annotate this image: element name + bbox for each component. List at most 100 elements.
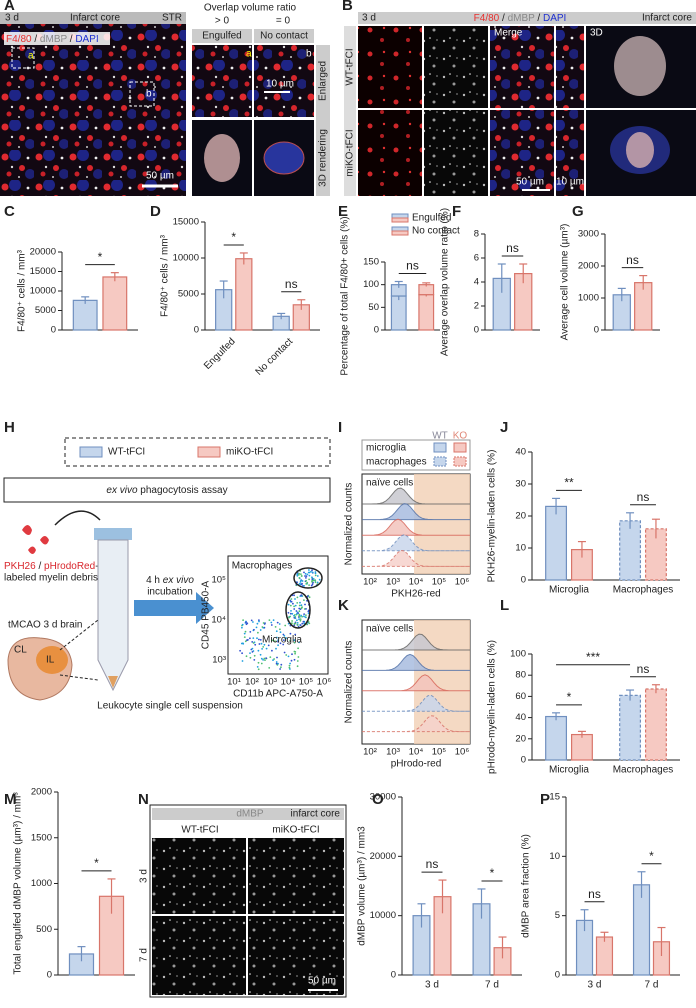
stain: dMBP [236, 809, 264, 820]
tick-label: 10⁵ [211, 575, 226, 586]
flow-dot [301, 615, 303, 618]
flow-dot [258, 638, 260, 641]
y-tick-label: 0 [391, 970, 396, 981]
flow-dot [257, 631, 259, 634]
flow-dot [299, 583, 302, 586]
micrograph [254, 45, 314, 117]
micrograph [556, 26, 584, 108]
flow-dot [303, 615, 305, 618]
flow-dot [262, 659, 264, 661]
scale-label: 10 µm [266, 79, 294, 90]
panel-label: E [338, 203, 348, 220]
header-bar [152, 808, 344, 820]
flow-dot [291, 620, 293, 622]
flow-dot [253, 654, 256, 657]
flow-dot [283, 634, 286, 637]
flow-dot [298, 610, 301, 613]
flow-dot [287, 611, 290, 614]
y-tick-label: 10000 [370, 910, 396, 921]
x-tick-label: 3 d [588, 980, 602, 991]
axis-label: Normalized counts [344, 483, 355, 566]
micrograph [152, 838, 246, 914]
x-tick-label: Macrophages [613, 765, 674, 776]
column-label: miKO-tFCI [272, 825, 319, 836]
y-tick-label: 0 [521, 575, 526, 586]
assay-title: ex vivo phagocytosis assay [106, 485, 227, 496]
histograms [362, 633, 470, 733]
flow-dot [259, 629, 262, 631]
y-tick-label: 40 [515, 447, 526, 458]
flow-dot [244, 640, 247, 643]
x-tick-label: 7 d [485, 980, 499, 991]
flow-dot [305, 614, 307, 616]
y-tick-label: 30 [515, 479, 526, 490]
y-tick-label: 20 [515, 511, 526, 522]
flow-dot [289, 632, 292, 635]
tick-label: 10⁴ [409, 747, 424, 758]
flow-dot [253, 628, 255, 631]
y-tick-label: 4 [474, 277, 479, 288]
flow-dot [272, 659, 274, 661]
y-tick-label: 500 [36, 924, 52, 935]
flow-dot [300, 594, 302, 597]
flow-dot [299, 580, 302, 583]
y-tick-label: 100 [363, 279, 379, 290]
flow-dot [293, 605, 295, 608]
y-axis-label: Total engulfed dMBP volume (µm³) / mm³ [13, 792, 24, 975]
flow-dot [293, 641, 296, 644]
y-tick-label: 5000 [178, 289, 199, 300]
flow-dot [295, 610, 298, 612]
flow-dot [263, 657, 266, 660]
flow-dot [276, 621, 279, 624]
flow-dot [252, 621, 254, 623]
panel-label: M [4, 791, 17, 808]
y-tick-label: 100 [510, 649, 526, 660]
histogram-curve [362, 518, 470, 536]
flow-dot [249, 652, 251, 654]
x-tick-label: Microglia [549, 765, 589, 776]
flow-dot [283, 651, 286, 654]
legend-label: WT [432, 431, 448, 442]
flow-dot [296, 581, 298, 584]
flow-dot [303, 599, 305, 601]
tspan: / [499, 13, 507, 24]
micrograph [248, 916, 344, 995]
flow-dot [293, 608, 296, 610]
flow-dot [264, 659, 266, 661]
flow-dot [262, 622, 265, 624]
inset-label: b [146, 89, 152, 100]
y-axis-label: Average overlap volume ratio (%) [440, 208, 451, 356]
stain: F4/80 / dMBP / DAPI [6, 34, 99, 45]
flow-dot [301, 580, 304, 582]
time: 3 d [5, 13, 19, 24]
flow-dot [303, 571, 305, 574]
significance: ns [637, 662, 650, 676]
y-tick-label: 0 [594, 325, 599, 336]
y-tick-label: 10 [549, 851, 560, 862]
y-tick-label: 10000 [173, 253, 199, 264]
flow-dot [285, 637, 287, 639]
y-tick-label: 150 [363, 257, 379, 268]
flow-dot [277, 639, 279, 642]
tspan: DAPI [75, 34, 98, 45]
scale-label: 50 µm [146, 171, 174, 182]
flow-dot [289, 599, 292, 602]
flow-dot [311, 576, 313, 579]
flow-dot [314, 581, 317, 584]
y-tick-label: 0 [521, 755, 526, 766]
flow-dot [298, 618, 300, 621]
flow-dot [294, 652, 296, 655]
flow-dot [294, 604, 297, 607]
bar [72, 299, 98, 331]
micrograph [424, 110, 488, 196]
flow-dot [268, 667, 271, 669]
tspan: dMBP [508, 13, 536, 24]
micrograph [358, 26, 422, 108]
x-ticks: 10² 10³ 10⁴ 10⁵ 10⁶ [363, 577, 469, 588]
flow-dot [262, 646, 265, 648]
region: infarct core [291, 809, 341, 820]
debris-label: PKH26 / pHrodoRed- [4, 561, 99, 572]
flow-dot [294, 633, 297, 636]
flow-dot [296, 613, 298, 615]
panel-label: A [4, 0, 15, 14]
